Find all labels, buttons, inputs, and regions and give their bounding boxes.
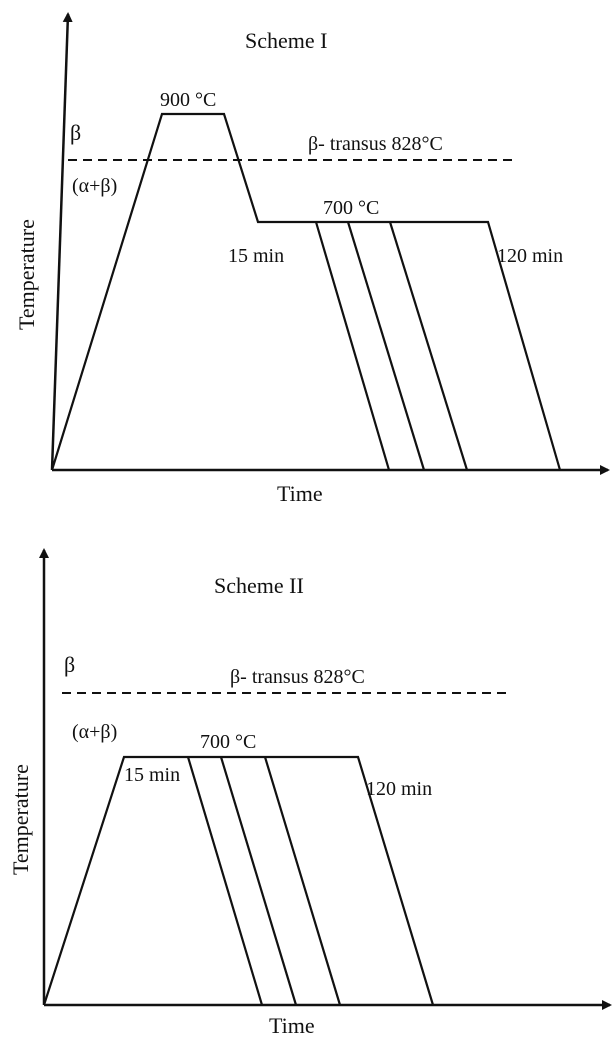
scheme-2-cooling-line [186, 756, 264, 1006]
scheme-2-long-hold-label: 120 min [366, 778, 432, 800]
scheme-2-transus-label: β- transus 828°C [230, 666, 365, 688]
scheme-2-title: Scheme II [214, 573, 304, 598]
scheme-2-alpha-beta-label: (α+β) [72, 721, 117, 743]
scheme-2-short-hold-label: 15 min [124, 764, 180, 786]
scheme-2-y-axis-label: Temperature [8, 764, 33, 875]
scheme-1-y-axis-label: Temperature [14, 219, 39, 330]
scheme-1-transus-label: β- transus 828°C [308, 133, 443, 155]
scheme-2-hold-temp-label: 700 °C [200, 731, 256, 753]
scheme-1-panel: Scheme I Temperature Time β- transus 828… [14, 12, 610, 506]
scheme-2-x-axis-label: Time [269, 1013, 315, 1037]
scheme-2-panel: Scheme II Temperature Time β- transus 82… [8, 548, 612, 1037]
scheme-1-peak-temp-label: 900 °C [160, 89, 216, 111]
scheme-1-x-axis-label: Time [277, 481, 323, 506]
scheme-2-beta-label: β [64, 652, 75, 677]
scheme-2-cooling-line [219, 756, 298, 1006]
scheme-1-hold-temp-label: 700 °C [323, 197, 379, 219]
scheme-1-cooling-line [388, 221, 469, 471]
scheme-1-cooling-line [314, 221, 391, 471]
scheme-1-short-hold-label: 15 min [228, 245, 284, 267]
scheme-1-cooling-line [346, 221, 426, 471]
scheme-1-long-hold-label: 120 min [497, 245, 563, 267]
scheme-1-y-axis [50, 12, 73, 471]
scheme-2-cooling-line [263, 756, 342, 1006]
scheme-1-title: Scheme I [245, 28, 327, 53]
scheme-1-beta-label: β [70, 120, 81, 145]
scheme-1-thermal-cycle-path [50, 112, 562, 471]
scheme-2-thermal-cycle-path [42, 755, 435, 1006]
scheme-1-alpha-beta-label: (α+β) [72, 175, 117, 197]
